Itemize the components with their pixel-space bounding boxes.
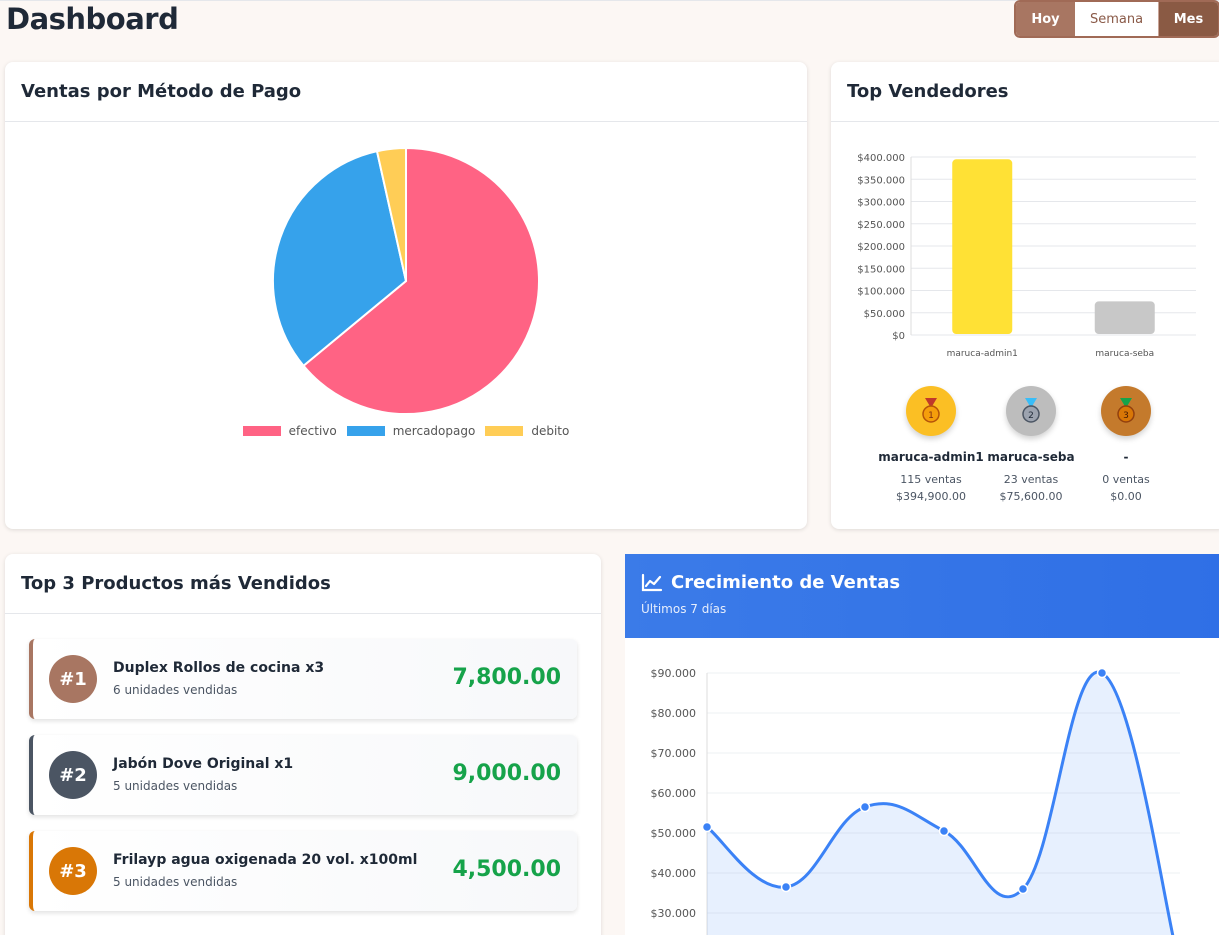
top-products-card: Top 3 Productos más Vendidos #1 Duplex R…: [5, 554, 601, 935]
line-y-tick-label: $40.000: [651, 867, 697, 880]
bar-y-tick-label: $300.000: [857, 198, 905, 209]
medal-glyph-icon: 1: [922, 398, 940, 423]
legend-label-efectivo: efectivo: [288, 424, 337, 438]
bar-y-tick-label: $250.000: [857, 220, 905, 231]
pie-slice-efectivo[interactable]: [302, 146, 540, 415]
medal-glyph-icon: 2: [1022, 398, 1040, 423]
bar-y-tick-label: $200.000: [857, 242, 905, 253]
bar-y-tick-label: $150.000: [857, 264, 905, 275]
legend-swatch-mercadopago: [346, 426, 385, 436]
legend-swatch-efectivo: [242, 426, 281, 436]
vendor-3-total: $0.00: [1110, 490, 1142, 503]
pie-legend: efectivo mercadopago debito: [5, 424, 807, 438]
period-hoy-button[interactable]: Hoy: [1016, 2, 1075, 36]
bar-maruca-admin1[interactable]: [952, 159, 1013, 334]
vendor-3-ventas: 0 ventas: [1102, 473, 1150, 486]
line-point[interactable]: [938, 825, 950, 837]
chart-line-icon: [641, 573, 663, 591]
line-point[interactable]: [1096, 667, 1108, 679]
vendor-2-ventas: 23 ventas: [1003, 473, 1059, 486]
vendor-1-ventas: 115 ventas: [900, 473, 962, 486]
vendor-2-total: $75,600.00: [999, 490, 1063, 503]
legend-item-mercadopago[interactable]: mercadopago: [346, 424, 476, 438]
sales-growth-card: Crecimiento de Ventas Últimos 7 días $30…: [625, 554, 1219, 935]
legend-swatch-debito: [485, 426, 524, 436]
top-vendors-card: Top Vendedores $0 $50.000 $100.000 $150.000…: [831, 62, 1219, 529]
bar-maruca-seba[interactable]: [1094, 301, 1155, 334]
period-semana-button[interactable]: Semana: [1075, 2, 1159, 36]
period-mes-button[interactable]: Mes: [1159, 2, 1218, 36]
sales-growth-title-row: Crecimiento de Ventas: [641, 572, 1209, 593]
line-point[interactable]: [701, 821, 713, 833]
rank-badge: #2: [49, 751, 97, 799]
product-price: 7,800.00: [452, 665, 561, 690]
bar-y-tick-label: $50.000: [864, 309, 905, 320]
bar-y-tick-label: $100.000: [857, 287, 905, 298]
page-title: Dashboard: [6, 2, 179, 36]
medal-glyph-icon: 3: [1117, 398, 1135, 423]
line-area-fill: [707, 672, 1181, 935]
payment-methods-header: Ventas por Método de Pago: [5, 62, 807, 122]
bar-y-tick-label: $400.000: [857, 153, 905, 164]
line-point[interactable]: [780, 881, 792, 893]
sales-growth-title: Crecimiento de Ventas: [671, 572, 901, 593]
line-point[interactable]: [1017, 883, 1029, 895]
bronze-medal-icon: 3: [1101, 386, 1151, 436]
sales-line-chart: $30.000 $40.000 $50.000 $60.000 $70.000 $80.0…: [651, 667, 1181, 935]
legend-label-debito: debito: [531, 424, 570, 438]
rank-badge: #1: [49, 655, 97, 703]
top-divider: [0, 0, 1219, 1]
svg-text:1: 1: [928, 411, 934, 421]
top-vendors-title: Top Vendedores: [847, 81, 1009, 102]
sales-line-series: [706, 670, 1175, 935]
bar-x-tick-label: maruca-seba: [1095, 349, 1154, 359]
vendor-3-name: -: [1123, 450, 1129, 464]
product-item[interactable]: #3 Frilayp agua oxigenada 20 vol. x100ml…: [29, 831, 577, 911]
vendors-bar-chart: $0 $50.000 $100.000 $150.000 $200.000 $250.00…: [857, 153, 1196, 359]
line-y-tick-label: $70.000: [651, 747, 697, 760]
gold-medal-icon: 1: [906, 386, 956, 436]
product-units: 6 unidades vendidas: [113, 683, 238, 697]
payment-methods-card: Ventas por Método de Pago efectivo merca…: [5, 62, 807, 529]
pie-slice-mercadopago[interactable]: [272, 150, 408, 368]
legend-item-debito[interactable]: debito: [485, 424, 569, 438]
product-name: Frilayp agua oxigenada 20 vol. x100ml: [113, 852, 418, 868]
legend-label-mercadopago: mercadopago: [392, 424, 476, 438]
line-y-tick-label: $50.000: [651, 827, 697, 840]
bar-y-tick-label: $0: [892, 331, 905, 342]
legend-item-efectivo[interactable]: efectivo: [242, 424, 337, 438]
product-price: 9,000.00: [452, 761, 561, 786]
product-item[interactable]: #1 Duplex Rollos de cocina x3 6 unidades…: [29, 639, 577, 719]
line-y-tick-label: $30.000: [651, 907, 697, 920]
product-name: Jabón Dove Original x1: [113, 756, 294, 772]
product-units: 5 unidades vendidas: [113, 779, 238, 793]
top-products-header: Top 3 Productos más Vendidos: [5, 554, 601, 614]
line-y-tick-label: $80.000: [651, 707, 697, 720]
svg-text:2: 2: [1028, 411, 1034, 421]
bar-y-tick-label: $350.000: [857, 175, 905, 186]
line-point[interactable]: [859, 801, 871, 813]
product-item[interactable]: #2 Jabón Dove Original x1 5 unidades ven…: [29, 735, 577, 815]
pie-slice-debito[interactable]: [375, 146, 407, 282]
top-vendors-header: Top Vendedores: [831, 62, 1219, 122]
vendor-1-name: maruca-admin1: [878, 450, 984, 464]
payment-pie-chart: [272, 146, 540, 415]
top-products-title: Top 3 Productos más Vendidos: [21, 573, 331, 594]
sales-growth-header: Crecimiento de Ventas Últimos 7 días: [625, 554, 1219, 638]
svg-text:3: 3: [1123, 411, 1129, 421]
sales-growth-subtitle: Últimos 7 días: [641, 602, 727, 616]
payment-methods-title: Ventas por Método de Pago: [21, 81, 302, 102]
product-units: 5 unidades vendidas: [113, 875, 238, 889]
line-y-tick-label: $60.000: [651, 787, 697, 800]
bar-x-tick-label: maruca-admin1: [947, 349, 1018, 359]
vendor-2-name: maruca-seba: [987, 450, 1075, 464]
product-price: 4,500.00: [452, 857, 561, 882]
silver-medal-icon: 2: [1006, 386, 1056, 436]
line-y-tick-label: $90.000: [651, 667, 697, 680]
product-name: Duplex Rollos de cocina x3: [113, 660, 325, 676]
period-toggle: Hoy Semana Mes: [1014, 0, 1219, 38]
vendor-1-total: $394,900.00: [896, 490, 966, 503]
rank-badge: #3: [49, 847, 97, 895]
